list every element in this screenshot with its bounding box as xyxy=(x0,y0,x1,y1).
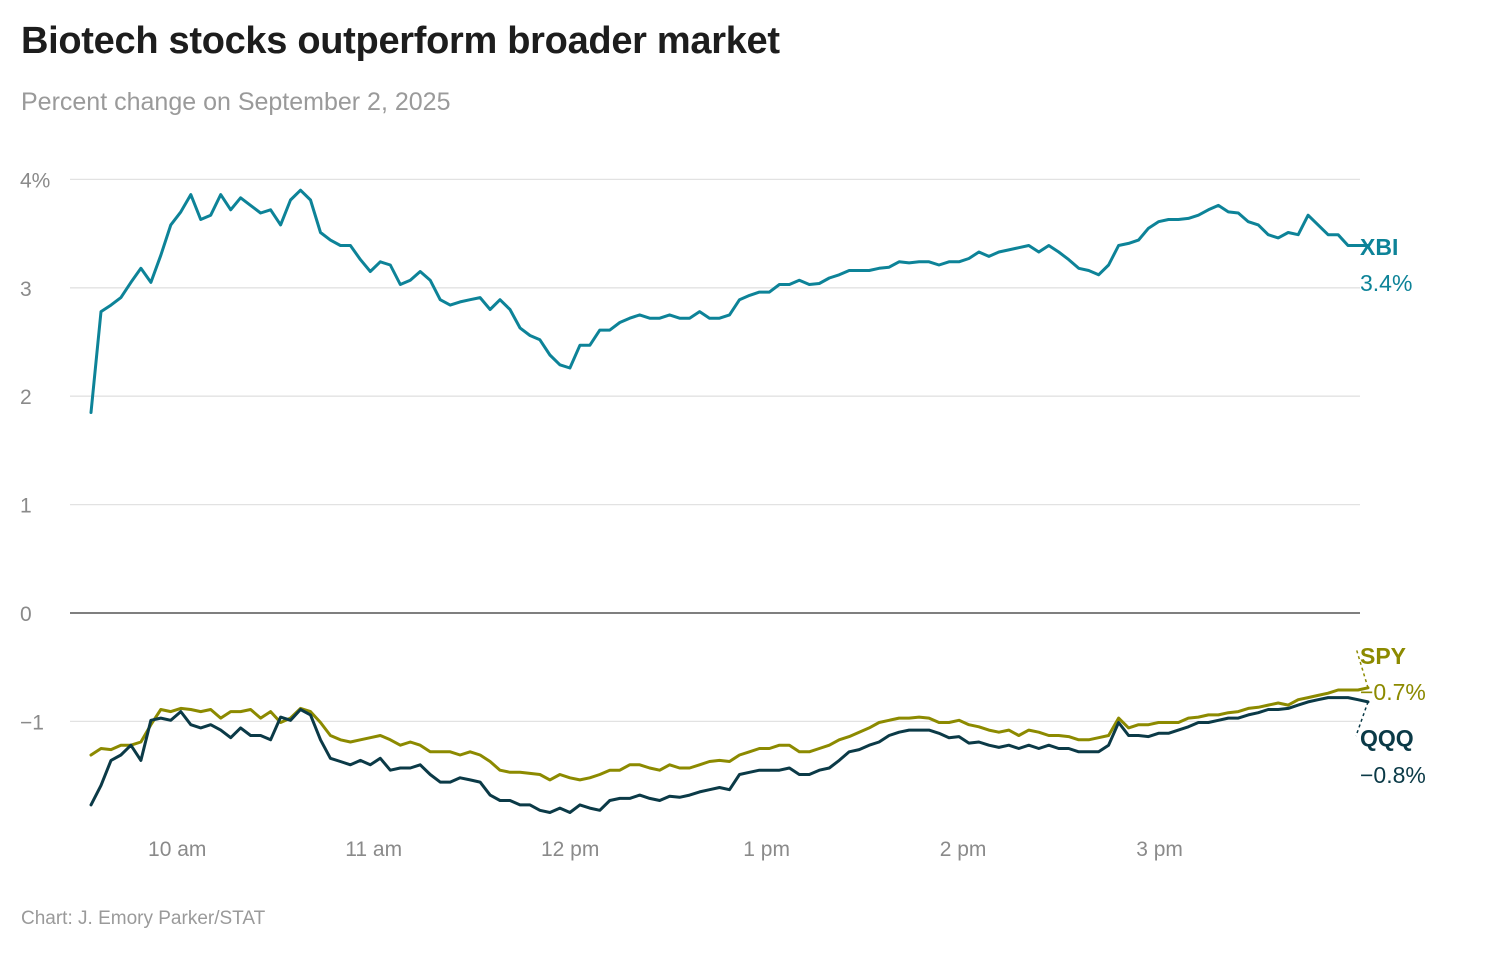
y-tick-label: 2 xyxy=(20,386,32,409)
series-labels: XBI 3.4% SPY −0.7% QQQ −0.8% xyxy=(1355,234,1426,788)
chart-subtitle: Percent change on September 2, 2025 xyxy=(21,88,451,116)
series-end-value-qqq: −0.8% xyxy=(1360,762,1426,788)
x-tick-label: 1 pm xyxy=(743,838,790,861)
x-tick-label: 10 am xyxy=(148,838,206,861)
chart-source: Chart: J. Emory Parker/STAT xyxy=(21,908,266,929)
x-tick-label: 12 pm xyxy=(541,838,599,861)
label-leader-qqq xyxy=(1355,701,1369,737)
series-line-xbi xyxy=(89,188,1370,414)
y-tick-label: 0 xyxy=(20,603,32,626)
x-tick-label: 3 pm xyxy=(1136,838,1183,861)
label-leader-spy xyxy=(1355,647,1369,689)
series-lines xyxy=(89,188,1370,814)
y-tick-label: 3 xyxy=(20,278,32,301)
series-line-qqq xyxy=(89,696,1370,814)
y-tick-label: −1 xyxy=(20,711,44,734)
series-name-spy: SPY xyxy=(1360,643,1406,669)
y-tick-label: 4% xyxy=(20,169,50,192)
series-name-xbi: XBI xyxy=(1360,234,1398,260)
series-line-spy xyxy=(89,686,1370,782)
chart-title: Biotech stocks outperform broader market xyxy=(21,20,780,62)
series-end-value-xbi: 3.4% xyxy=(1360,270,1412,296)
gridlines xyxy=(70,178,1360,723)
x-tick-label: 11 am xyxy=(345,838,402,861)
y-tick-label: 1 xyxy=(20,495,32,518)
x-tick-label: 2 pm xyxy=(940,838,987,861)
series-name-qqq: QQQ xyxy=(1360,725,1414,751)
series-end-value-spy: −0.7% xyxy=(1360,679,1426,705)
y-axis: 4% 3 2 1 0 −1 xyxy=(20,169,50,734)
x-axis: 10 am 11 am 12 pm 1 pm 2 pm 3 pm xyxy=(148,838,1183,861)
